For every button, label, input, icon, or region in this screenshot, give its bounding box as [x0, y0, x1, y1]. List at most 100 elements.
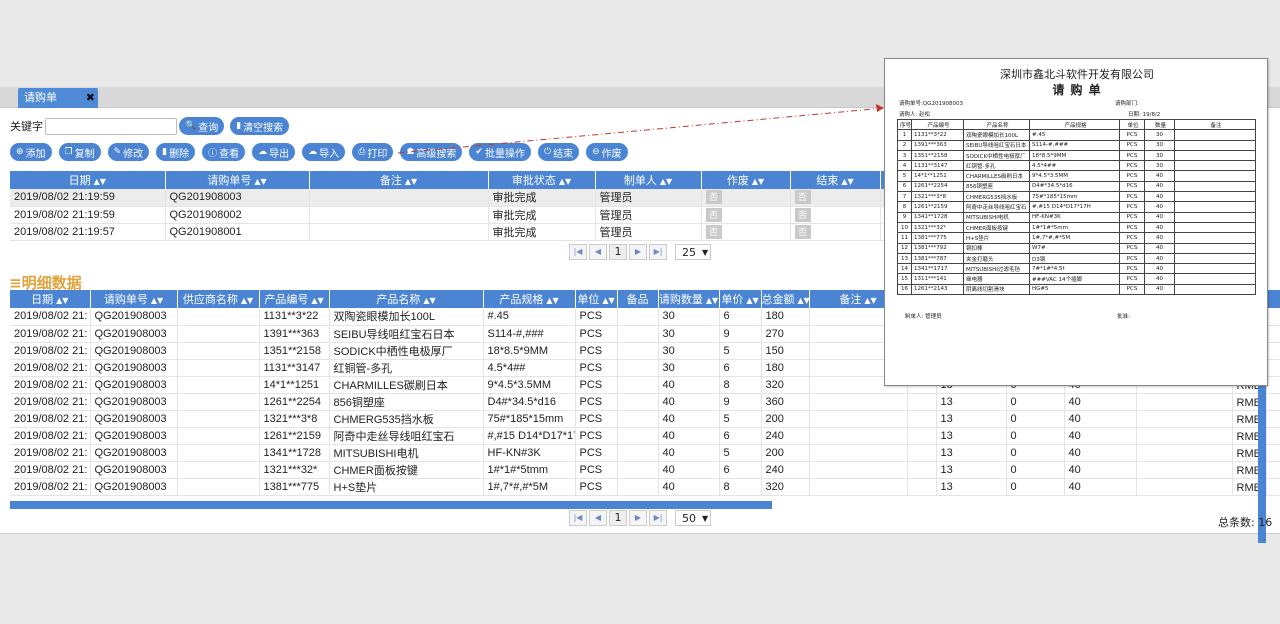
tab-purchase-request[interactable]: 请购单 ✖	[18, 88, 98, 108]
preview-header: 产品编号	[911, 118, 964, 131]
column-header-quantity[interactable]: 请购数量 ▲▼	[658, 290, 720, 308]
print-button[interactable]: ⎙ 打印	[352, 143, 394, 161]
cloud-upload-icon: ☁	[308, 147, 318, 157]
search-icon: 🔍	[185, 121, 197, 131]
last-page-icon[interactable]: ▶|	[649, 244, 667, 260]
first-page-icon[interactable]: |◀	[569, 244, 587, 260]
power-icon: ⏻	[543, 147, 552, 157]
table-row[interactable]: 2019/08/02 21:19:57 QG201908001 审批完成 管理员…	[10, 223, 909, 241]
column-header-finished[interactable]: 结束 ▲▼	[790, 171, 881, 189]
preview-cell: 1131**3*22	[911, 129, 964, 141]
import-button[interactable]: ☁ 导入	[302, 143, 346, 161]
preview-row: 7 1321***3*8 CHMERG535挡水板 75#*185*15mm PCS 40	[897, 191, 1256, 203]
preview-cell: 阴离线切割滑块	[963, 283, 1030, 296]
preview-row: 9 1341**1728 MITSUBISHI电机 HF-KN#3K PCS 40	[897, 211, 1256, 223]
page-size-select[interactable]: 50 ▼	[675, 510, 712, 526]
column-header-amount[interactable]: 总金额 ▲▼	[761, 290, 810, 308]
cell	[1266, 342, 1280, 360]
delete-button[interactable]: ▮ 删除	[156, 143, 196, 161]
column-header-unit[interactable]: 单位 ▲▼	[575, 290, 618, 308]
column-header-supplier[interactable]: 供应商名称 ▲▼	[177, 290, 260, 308]
edit-button[interactable]: ✎ 修改	[107, 143, 150, 161]
preview-cell: #,#15 D14*D17*17H	[1029, 201, 1120, 213]
table-row[interactable]: 2019/08/02 21: QG201908003 1321***32* CHMER…	[10, 461, 1280, 479]
cell: 1131**3*22	[259, 308, 330, 326]
column-header-void[interactable]: 作废 ▲▼	[701, 171, 791, 189]
prev-page-icon[interactable]: ◀	[589, 510, 607, 526]
column-header-product-name[interactable]: 产品名称 ▲▼	[329, 290, 484, 308]
cell: 200	[761, 444, 810, 462]
search-input[interactable]	[45, 117, 177, 135]
cell: 200	[761, 410, 810, 428]
horizontal-scrollbar[interactable]	[10, 501, 772, 509]
cell: 2019/08/02 21:19:59	[10, 206, 166, 224]
sort-icon: ▲▼	[841, 177, 854, 186]
preview-cell: 红铜管-多孔	[963, 160, 1030, 172]
cell: 1261**2159	[259, 427, 330, 445]
preview-header: 单位	[1119, 118, 1145, 131]
next-page-icon[interactable]: ▶	[629, 244, 647, 260]
column-header-product-code[interactable]: 产品编号 ▲▼	[259, 290, 330, 308]
preview-cell: 4	[897, 160, 912, 172]
finish-button[interactable]: ⏻ 结束	[537, 143, 580, 161]
column-header-date[interactable]: 日期 ▲▼	[10, 171, 166, 189]
cell: 14*1**1251	[259, 376, 330, 394]
preview-cell: 双陶瓷眼模加长100L	[963, 129, 1030, 141]
current-page[interactable]: 1	[609, 510, 627, 526]
cell	[177, 308, 260, 326]
table-row[interactable]: 2019/08/02 21: QG201908003 1261**2159 阿奇中走丝…	[10, 427, 1280, 445]
column-header-order-no[interactable]: 请购单号 ▲▼	[165, 171, 310, 189]
next-page-icon[interactable]: ▶	[629, 510, 647, 526]
close-icon[interactable]: ✖	[85, 91, 95, 104]
table-row[interactable]: 2019/08/02 21: QG201908003 1261**2254 856铜塑…	[10, 393, 1280, 411]
cell: 管理员	[595, 189, 702, 207]
add-button[interactable]: ⊕ 添加	[10, 143, 52, 161]
batch-operation-button[interactable]: ✔ 批量操作	[469, 143, 531, 161]
column-header-spare[interactable]: 备品	[617, 290, 659, 308]
vertical-scrollbar[interactable]	[1258, 383, 1266, 543]
column-header-approval-status[interactable]: 审批状态 ▲▼	[488, 171, 596, 189]
cell: 1261**2254	[259, 393, 330, 411]
chevron-down-icon: ▼	[702, 513, 709, 523]
first-page-icon[interactable]: |◀	[569, 510, 587, 526]
query-button[interactable]: 🔍 查询	[179, 117, 225, 135]
cell	[809, 410, 908, 428]
cell: MITSUBISHI电机	[329, 444, 484, 462]
copy-button[interactable]: ❐ 复制	[58, 143, 101, 161]
cell: 6	[719, 308, 762, 326]
cell: QG201908003	[90, 342, 178, 360]
column-header-remark[interactable]: 备注 ▲▼	[309, 171, 489, 189]
export-button[interactable]: ☁ 导出	[252, 143, 296, 161]
cell: 30	[658, 308, 720, 326]
table-row[interactable]: 2019/08/02 21:19:59 QG201908002 审批完成 管理员…	[10, 206, 909, 224]
cell: CHMER面板按键	[329, 461, 484, 479]
prev-page-icon[interactable]: ◀	[589, 244, 607, 260]
table-row[interactable]: 2019/08/02 21: QG201908003 1341**1728 MITSU…	[10, 444, 1280, 462]
preview-cell: 40	[1144, 242, 1175, 254]
clear-search-button[interactable]: ▮ 清空搜索	[230, 117, 290, 135]
cell: 否	[790, 189, 881, 207]
column-header-date[interactable]: 日期 ▲▼	[10, 290, 91, 308]
column-header-unit-price[interactable]: 单价 ▲▼	[719, 290, 762, 308]
page-size-select[interactable]: 25 ▼	[675, 244, 712, 260]
column-header-order-no[interactable]: 请购单号 ▲▼	[90, 290, 178, 308]
cell: 75#*185*15mm	[483, 410, 576, 428]
current-page[interactable]: 1	[609, 244, 627, 260]
table-row[interactable]: 2019/08/02 21: QG201908003 1321***3*8 CHMER…	[10, 410, 1280, 428]
column-header-spec[interactable]: 产品规格 ▲▼	[483, 290, 576, 308]
cell	[1266, 444, 1280, 462]
sort-icon: ▲▼	[864, 296, 877, 305]
advanced-search-button[interactable]: ☗ 高级搜索	[400, 143, 463, 161]
master-pager: |◀ ◀ 1 ▶ ▶| 25 ▼	[569, 244, 712, 260]
table-row[interactable]: 2019/08/02 21: QG201908003 1381***775 H+S垫片…	[10, 478, 1280, 496]
preview-row: 1 1131**3*22 双陶瓷眼模加长100L #.45 PCS 30	[897, 129, 1256, 141]
view-button[interactable]: ⓘ 查看	[202, 143, 246, 161]
preview-cell	[1174, 232, 1256, 244]
void-button[interactable]: ⊖ 作废	[586, 143, 628, 161]
column-header-creator[interactable]: 制单人 ▲▼	[595, 171, 702, 189]
finished-flag: 否	[794, 190, 811, 205]
chevron-down-icon: ▼	[702, 247, 709, 257]
cell: CHARMILLES碳刷日本	[329, 376, 484, 394]
cell: 30	[658, 342, 720, 360]
last-page-icon[interactable]: ▶|	[649, 510, 667, 526]
